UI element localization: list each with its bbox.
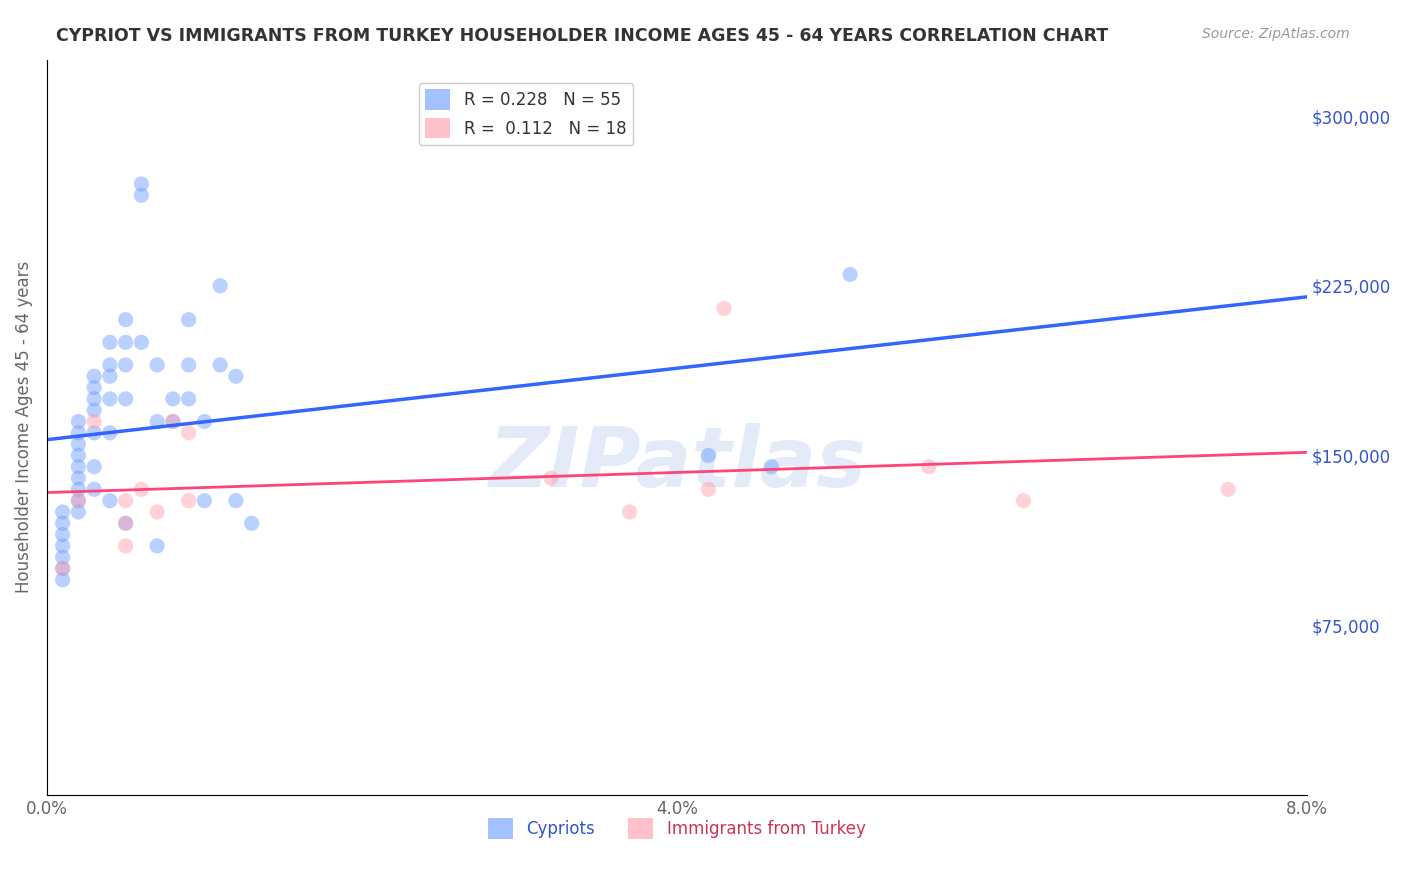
Point [98, 358, 121, 372]
Point [67, 449, 90, 463]
Point [83, 425, 105, 440]
Point [114, 516, 136, 531]
Point [98, 369, 121, 384]
Point [713, 301, 735, 316]
Point [177, 392, 200, 406]
Legend: Cypriots, Immigrants from Turkey: Cypriots, Immigrants from Turkey [481, 812, 872, 846]
Point [146, 415, 169, 429]
Point [98, 335, 121, 350]
Point [52, 561, 75, 575]
Point [162, 415, 184, 429]
Point [114, 493, 136, 508]
Point [52, 573, 75, 587]
Point [83, 483, 105, 497]
Point [1216, 483, 1239, 497]
Point [98, 425, 121, 440]
Point [240, 516, 263, 531]
Point [52, 516, 75, 531]
Point [83, 392, 105, 406]
Point [67, 493, 90, 508]
Point [1012, 493, 1035, 508]
Point [697, 449, 720, 463]
Point [67, 459, 90, 474]
Point [209, 278, 232, 293]
Point [67, 425, 90, 440]
Point [131, 177, 153, 191]
Point [131, 335, 153, 350]
Point [839, 268, 862, 282]
Point [67, 471, 90, 485]
Point [67, 505, 90, 519]
Point [67, 415, 90, 429]
Point [114, 392, 136, 406]
Point [83, 459, 105, 474]
Point [83, 415, 105, 429]
Point [52, 527, 75, 541]
Point [146, 505, 169, 519]
Point [697, 483, 720, 497]
Y-axis label: Householder Income Ages 45 - 64 years: Householder Income Ages 45 - 64 years [15, 261, 32, 593]
Point [162, 415, 184, 429]
Point [146, 539, 169, 553]
Point [67, 483, 90, 497]
Text: CYPRIOT VS IMMIGRANTS FROM TURKEY HOUSEHOLDER INCOME AGES 45 - 64 YEARS CORRELAT: CYPRIOT VS IMMIGRANTS FROM TURKEY HOUSEH… [56, 27, 1108, 45]
Point [52, 539, 75, 553]
Point [619, 505, 641, 519]
Point [177, 493, 200, 508]
Point [83, 403, 105, 417]
Point [225, 493, 247, 508]
Point [83, 369, 105, 384]
Point [67, 493, 90, 508]
Point [114, 539, 136, 553]
Point [146, 358, 169, 372]
Point [209, 358, 232, 372]
Point [177, 358, 200, 372]
Point [67, 437, 90, 451]
Point [761, 459, 783, 474]
Point [177, 312, 200, 326]
Point [114, 312, 136, 326]
Point [131, 188, 153, 202]
Point [131, 483, 153, 497]
Point [52, 505, 75, 519]
Point [114, 516, 136, 531]
Point [98, 392, 121, 406]
Point [162, 392, 184, 406]
Point [98, 493, 121, 508]
Point [918, 459, 941, 474]
Text: ZIPatlas: ZIPatlas [488, 424, 866, 504]
Text: Source: ZipAtlas.com: Source: ZipAtlas.com [1202, 27, 1350, 41]
Point [225, 369, 247, 384]
Point [83, 380, 105, 394]
Point [193, 493, 215, 508]
Point [193, 415, 215, 429]
Point [540, 471, 562, 485]
Point [114, 358, 136, 372]
Point [177, 425, 200, 440]
Point [52, 550, 75, 565]
Point [114, 335, 136, 350]
Point [52, 561, 75, 575]
